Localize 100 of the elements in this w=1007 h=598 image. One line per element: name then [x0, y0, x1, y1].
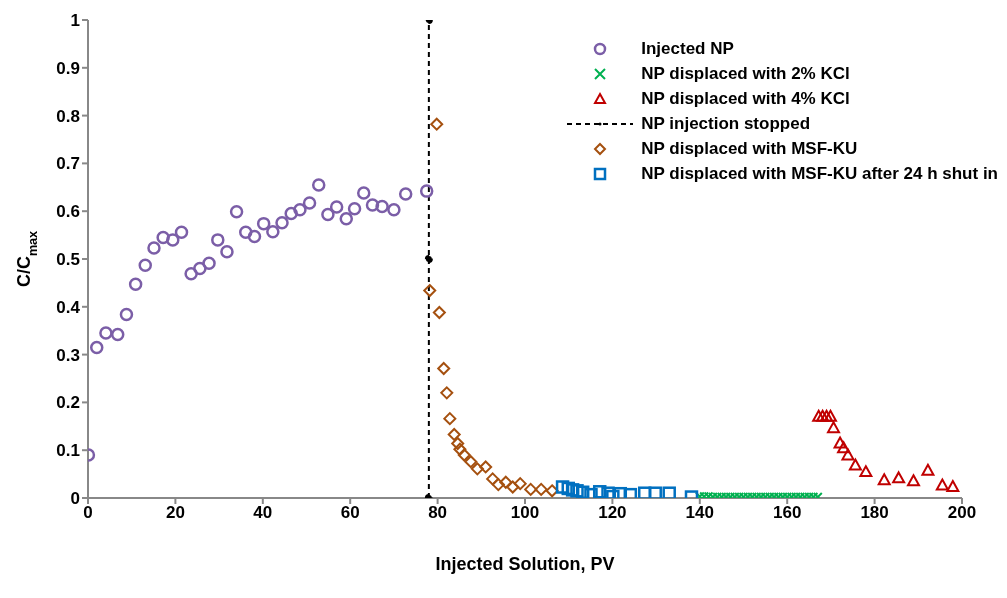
point [302, 196, 317, 210]
x-tick-label: 60 [340, 503, 360, 523]
x-tick-label: 0 [83, 503, 93, 523]
point [841, 448, 855, 461]
point [430, 117, 444, 131]
point [470, 462, 484, 476]
point [423, 284, 437, 298]
point [575, 485, 590, 498]
point [921, 463, 935, 476]
y-tick-label: 1 [70, 11, 80, 31]
point [443, 412, 457, 426]
y-tick-label: 0.7 [56, 154, 80, 174]
point [555, 480, 570, 494]
point [339, 212, 354, 226]
y-tick-label: 0.5 [56, 250, 80, 270]
point [877, 473, 891, 486]
point [284, 206, 298, 221]
point [946, 480, 960, 492]
x-tick-label: 40 [253, 503, 273, 523]
point [534, 482, 548, 496]
x-tick-label: 180 [860, 503, 889, 523]
point [184, 267, 198, 281]
point [275, 215, 289, 230]
point [447, 427, 461, 441]
point [347, 202, 362, 216]
point [128, 277, 143, 292]
x-tick-label: 200 [947, 503, 977, 523]
point [247, 229, 262, 244]
point [375, 199, 389, 214]
point [623, 487, 638, 498]
point [440, 386, 454, 400]
point [479, 460, 493, 474]
point [584, 487, 598, 498]
point [859, 465, 873, 478]
point [293, 203, 307, 217]
point [311, 178, 326, 192]
x-tick-label: 160 [773, 503, 802, 523]
point [499, 475, 513, 489]
x-axis-title: Injected Solution, PV [435, 554, 615, 574]
point [935, 478, 949, 491]
y-tick-label: 0.9 [56, 58, 80, 78]
x-tick-label: 80 [428, 503, 448, 523]
point [592, 485, 607, 498]
y-tick-label: 0.2 [56, 393, 80, 413]
point [424, 255, 433, 263]
x-tick-label: 100 [510, 503, 540, 523]
point [357, 186, 371, 200]
point [906, 474, 920, 487]
y-tick-label: 0.4 [56, 297, 81, 317]
point [256, 216, 271, 231]
point [892, 471, 906, 484]
point [432, 306, 446, 320]
point [524, 482, 538, 496]
point [138, 258, 152, 272]
legend-label: Injected NP [641, 38, 734, 60]
x-tick-label: 140 [685, 503, 714, 523]
point [229, 204, 244, 219]
point [239, 225, 253, 239]
point [321, 207, 335, 222]
point [812, 409, 826, 422]
legend-label: NP displaced with 4% KCl [641, 88, 850, 110]
point [166, 233, 180, 247]
point [398, 187, 413, 201]
point [662, 486, 676, 498]
y-tick-label: 0 [70, 489, 80, 509]
point [119, 307, 134, 322]
point [156, 230, 170, 245]
y-tick-label: 0.8 [56, 106, 80, 126]
point [220, 245, 234, 259]
point [147, 241, 161, 255]
point [99, 326, 113, 340]
point [570, 484, 584, 498]
legend-label: NP displaced with MSF-KU after 24 h shut in [641, 163, 998, 185]
x-tick-label: 20 [165, 503, 185, 523]
legend-label: NP injection stopped [641, 113, 811, 135]
point [266, 225, 280, 239]
point [561, 481, 576, 496]
point [833, 436, 847, 449]
point [419, 184, 434, 198]
point [457, 448, 471, 462]
point [453, 442, 467, 456]
point [513, 477, 527, 491]
point [451, 437, 465, 451]
point [329, 200, 344, 214]
point [506, 480, 520, 494]
point [565, 483, 580, 497]
point [464, 455, 478, 469]
point [202, 256, 216, 271]
point [613, 486, 628, 498]
point [365, 198, 380, 212]
point [193, 261, 207, 276]
point [827, 421, 841, 434]
point [545, 484, 559, 498]
y-tick-label: 0.6 [56, 202, 80, 222]
point [437, 361, 451, 375]
point [601, 486, 615, 498]
point [110, 327, 125, 342]
point [89, 340, 104, 355]
point [211, 233, 225, 247]
x-tick-label: 120 [598, 503, 627, 523]
